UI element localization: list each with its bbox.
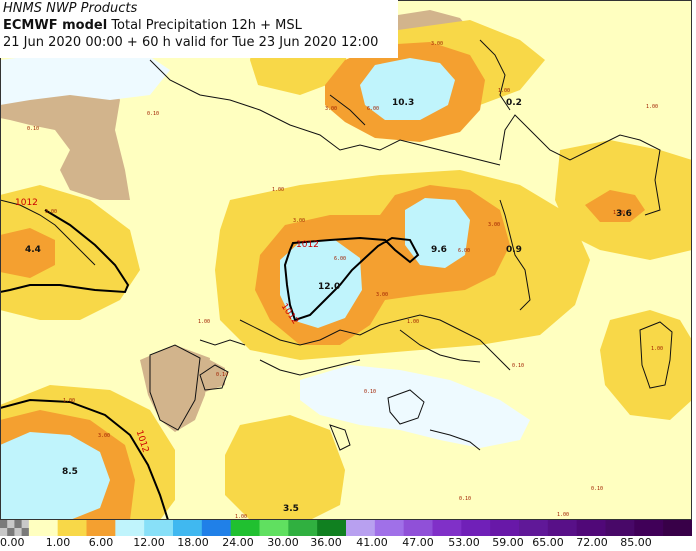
max-value-label: 4.4 <box>25 245 41 255</box>
contour-label: 6.00 <box>367 106 379 112</box>
colorbar-swatch <box>547 520 578 536</box>
colorbar-swatch <box>663 520 692 536</box>
contour-label: 3.00 <box>376 292 388 298</box>
colorbar-tick-label: 65.00 <box>532 536 564 549</box>
colorbar-tick-label: 72.00 <box>576 536 608 549</box>
contour-label: 1.00 <box>646 104 658 110</box>
max-value-label: 8.5 <box>62 467 78 477</box>
contour-label: 3.00 <box>293 218 305 224</box>
colorbar-tick-label: 41.00 <box>356 536 388 549</box>
colorbar-swatch <box>86 520 116 536</box>
contour-label: 1.00 <box>272 187 284 193</box>
contour-label: 0.10 <box>459 496 471 502</box>
colorbar-checker-cell <box>0 520 8 528</box>
contour-label: 1.00 <box>613 210 625 216</box>
contour-label: 3.00 <box>488 222 500 228</box>
colorbar-swatch <box>115 520 145 536</box>
contour-label: 1.00 <box>198 319 210 325</box>
contour-label: 1.00 <box>407 319 419 325</box>
coastlines <box>0 39 673 451</box>
contour-label: 1.00 <box>498 88 510 94</box>
map-header: HNMS NWP Products ECMWF model Total Prec… <box>0 0 398 58</box>
contour-label: 3.00 <box>98 433 110 439</box>
colorbar-swatch <box>201 520 232 536</box>
colorbar-tick-label: 18.00 <box>177 536 209 549</box>
precip-6-12-regions <box>0 58 470 520</box>
max-value-label: 10.3 <box>392 98 414 108</box>
colorbar-tick-label: 30.00 <box>267 536 299 549</box>
contour-label: 0.10 <box>147 111 159 117</box>
colorbar-swatch <box>605 520 635 536</box>
contour-label: 0.10 <box>512 363 524 369</box>
contour-labels: 3.00 3.00 6.00 1.00 1.00 0.10 0.10 1.00 … <box>27 41 663 520</box>
colorbar-tick-label: 59.00 <box>492 536 524 549</box>
colorbar-swatch <box>173 520 203 536</box>
precipitation-colorbar <box>0 520 692 536</box>
colorbar-swatch <box>317 520 347 536</box>
contour-label: 3.00 <box>431 41 443 47</box>
contour-label: 3.00 <box>45 209 57 215</box>
model-name: ECMWF model <box>3 18 108 33</box>
colorbar-checker-cell <box>21 528 29 536</box>
colorbar-tick-label: 36.00 <box>310 536 342 549</box>
colorbar-swatch <box>490 520 520 536</box>
contour-label: 1.00 <box>63 398 75 404</box>
precipitation-map: 3.00 3.00 6.00 1.00 1.00 0.10 0.10 1.00 … <box>0 0 692 520</box>
contour-label: 3.00 <box>325 106 337 112</box>
max-value-label: 0.9 <box>506 245 522 255</box>
contour-label: 0.10 <box>591 486 603 492</box>
contour-label: 6.00 <box>334 256 346 262</box>
max-value-label: 3.5 <box>283 504 299 514</box>
colorbar-swatch <box>461 520 491 536</box>
contour-label: 1.00 <box>557 512 569 518</box>
colorbar-tick-labels: 0.00 1.00 6.00 12.00 18.00 24.00 30.00 36.00 41.… <box>0 536 696 551</box>
colorbar-checker-cell <box>14 520 22 528</box>
colorbar-tick-label: 85.00 <box>620 536 652 549</box>
colorbar-tick-label: 53.00 <box>448 536 480 549</box>
isobar-label: 1012 <box>15 198 38 208</box>
validity-line: 21 Jun 2020 00:00 + 60 h valid for Tue 2… <box>3 35 379 50</box>
contour-label: 0.10 <box>27 126 39 132</box>
colorbar-swatch <box>288 520 318 536</box>
model-title-line: ECMWF model Total Precipitation 12h + MS… <box>0 17 398 34</box>
contour-label: 6.00 <box>458 248 470 254</box>
max-value-label: 0.2 <box>506 98 522 108</box>
colorbar-checker-cell <box>7 528 15 536</box>
isobars <box>0 209 420 520</box>
contour-label: 1.00 <box>651 346 663 352</box>
colorbar-swatch <box>634 520 664 536</box>
colorbar-tick-label: 0.00 <box>0 536 25 549</box>
max-value-label: 12.0 <box>318 282 340 292</box>
colorbar-swatch <box>576 520 606 536</box>
contour-label: 0.10 <box>216 372 228 378</box>
colorbar-swatch <box>230 520 260 536</box>
colorbar-swatch <box>374 520 405 536</box>
colorbar-tick-label: 12.00 <box>133 536 165 549</box>
colorbar-tick-label: 24.00 <box>222 536 254 549</box>
product-source-title: HNMS NWP Products <box>3 1 138 16</box>
colorbar-swatch <box>432 520 462 536</box>
colorbar-swatch <box>519 520 549 536</box>
colorbar-swatch <box>28 520 59 536</box>
max-labels: 10.3 0.2 3.6 4.4 9.6 0.9 12.0 8.5 3.5 <box>25 98 632 514</box>
max-value-label: 9.6 <box>431 245 447 255</box>
colorbar-swatch <box>403 520 433 536</box>
contour-label: 0.10 <box>364 389 376 395</box>
colorbar-swatch <box>259 520 289 536</box>
isobar-label: 1012 <box>296 240 319 250</box>
colorbar-tick-label: 1.00 <box>45 536 71 549</box>
product-name: Total Precipitation 12h + MSL <box>111 18 302 33</box>
max-value-label: 3.6 <box>616 209 632 219</box>
contour-label: 1.00 <box>235 514 247 520</box>
colorbar-swatch <box>346 520 376 536</box>
colorbar-tick-label: 6.00 <box>88 536 114 549</box>
colorbar-swatch <box>57 520 87 536</box>
colorbar-tick-label: 47.00 <box>402 536 434 549</box>
colorbar-swatch <box>144 520 174 536</box>
